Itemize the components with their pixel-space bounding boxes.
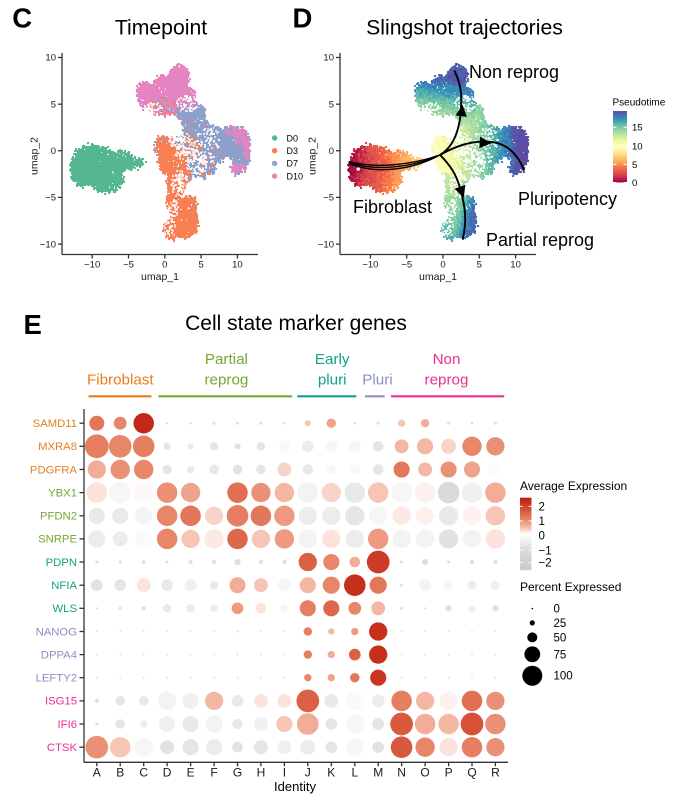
svg-text:umap_1: umap_1 (419, 271, 457, 283)
svg-text:1: 1 (539, 516, 545, 528)
svg-text:MXRA8: MXRA8 (38, 441, 77, 453)
svg-text:B: B (116, 766, 124, 780)
svg-text:umap_2: umap_2 (29, 137, 41, 175)
svg-text:reprog: reprog (204, 372, 248, 389)
svg-text:LEFTY2: LEFTY2 (36, 673, 77, 685)
svg-text:A: A (93, 766, 101, 780)
svg-text:I: I (283, 766, 286, 780)
svg-text:D: D (163, 766, 172, 780)
svg-text:Non: Non (433, 351, 461, 368)
svg-text:10: 10 (323, 53, 334, 64)
svg-text:E: E (187, 766, 195, 780)
svg-text:−5: −5 (401, 260, 412, 271)
svg-text:E: E (24, 309, 42, 340)
svg-text:−5: −5 (323, 193, 334, 204)
svg-text:G: G (233, 766, 242, 780)
svg-text:0: 0 (162, 260, 167, 271)
svg-text:Timepoint: Timepoint (115, 17, 207, 40)
svg-text:10: 10 (45, 53, 56, 64)
svg-text:Pluripotency: Pluripotency (518, 189, 617, 209)
svg-text:WLS: WLS (53, 603, 78, 615)
svg-text:ISG15: ISG15 (45, 696, 77, 708)
svg-text:D3: D3 (287, 146, 299, 156)
svg-text:R: R (491, 766, 500, 780)
svg-text:Slingshot trajectories: Slingshot trajectories (366, 17, 563, 40)
svg-text:YBX1: YBX1 (48, 487, 77, 499)
svg-text:C: C (139, 766, 148, 780)
svg-text:Pluri: Pluri (362, 372, 392, 389)
svg-text:PDGFRA: PDGFRA (30, 464, 78, 476)
svg-text:5: 5 (329, 99, 334, 110)
svg-text:SAMD11: SAMD11 (33, 418, 77, 430)
svg-text:H: H (257, 766, 266, 780)
svg-text:0: 0 (329, 146, 334, 157)
svg-text:5: 5 (51, 99, 56, 110)
svg-text:SNRPE: SNRPE (38, 534, 77, 546)
svg-text:Fibroblast: Fibroblast (353, 197, 432, 217)
svg-text:0: 0 (539, 530, 545, 542)
svg-text:D: D (293, 2, 313, 33)
svg-text:Identity: Identity (274, 779, 316, 794)
svg-text:O: O (420, 766, 429, 780)
svg-text:DPPA4: DPPA4 (41, 649, 77, 661)
svg-text:pluri: pluri (318, 372, 347, 389)
svg-text:Non reprog: Non reprog (469, 62, 559, 82)
svg-text:−10: −10 (362, 260, 378, 271)
svg-text:umap_1: umap_1 (141, 271, 179, 283)
svg-text:10: 10 (510, 260, 521, 271)
svg-text:−10: −10 (84, 260, 100, 271)
svg-text:IFI6: IFI6 (58, 719, 77, 731)
svg-text:0: 0 (440, 260, 445, 271)
svg-text:5: 5 (198, 260, 203, 271)
svg-text:−2: −2 (539, 558, 552, 570)
svg-text:0: 0 (51, 146, 56, 157)
svg-text:Cell state marker genes: Cell state marker genes (185, 312, 407, 335)
svg-text:15: 15 (632, 123, 643, 134)
svg-text:2: 2 (539, 501, 545, 513)
svg-text:M: M (373, 766, 383, 780)
svg-text:Percent Expressed: Percent Expressed (520, 580, 621, 594)
svg-text:75: 75 (554, 649, 567, 661)
svg-text:N: N (397, 766, 406, 780)
svg-text:umap_2: umap_2 (307, 137, 319, 175)
svg-text:0: 0 (632, 178, 637, 189)
svg-text:Average Expression: Average Expression (520, 479, 627, 493)
svg-text:25: 25 (554, 618, 567, 630)
svg-text:5: 5 (477, 260, 482, 271)
svg-text:50: 50 (554, 632, 567, 644)
svg-text:−10: −10 (318, 239, 334, 250)
svg-text:−1: −1 (539, 545, 552, 557)
svg-text:−5: −5 (45, 193, 56, 204)
svg-text:reprog: reprog (425, 372, 469, 389)
svg-text:NANOG: NANOG (36, 626, 77, 638)
svg-text:PDPN: PDPN (46, 557, 77, 569)
svg-text:100: 100 (554, 671, 573, 683)
svg-text:Partial: Partial (205, 351, 248, 368)
svg-text:J: J (305, 766, 311, 780)
svg-text:C: C (12, 2, 32, 33)
svg-text:10: 10 (632, 141, 643, 152)
svg-text:D7: D7 (287, 159, 299, 169)
svg-text:Fibroblast: Fibroblast (87, 372, 154, 389)
svg-text:P: P (445, 766, 453, 780)
svg-text:5: 5 (632, 160, 637, 171)
svg-text:−10: −10 (40, 239, 56, 250)
svg-text:D10: D10 (287, 171, 304, 181)
svg-text:K: K (327, 766, 335, 780)
svg-text:CTSK: CTSK (47, 742, 78, 754)
svg-text:Early: Early (315, 351, 350, 368)
svg-text:−5: −5 (123, 260, 134, 271)
svg-text:NFIA: NFIA (51, 580, 77, 592)
svg-text:10: 10 (232, 260, 243, 271)
svg-text:PFDN2: PFDN2 (40, 511, 77, 523)
svg-text:L: L (351, 766, 358, 780)
svg-text:D0: D0 (287, 133, 299, 143)
svg-text:Pseudotime: Pseudotime (613, 98, 666, 109)
svg-text:0: 0 (554, 604, 560, 616)
svg-text:Partial reprog: Partial reprog (486, 230, 594, 250)
svg-text:F: F (210, 766, 217, 780)
svg-text:Q: Q (467, 766, 476, 780)
